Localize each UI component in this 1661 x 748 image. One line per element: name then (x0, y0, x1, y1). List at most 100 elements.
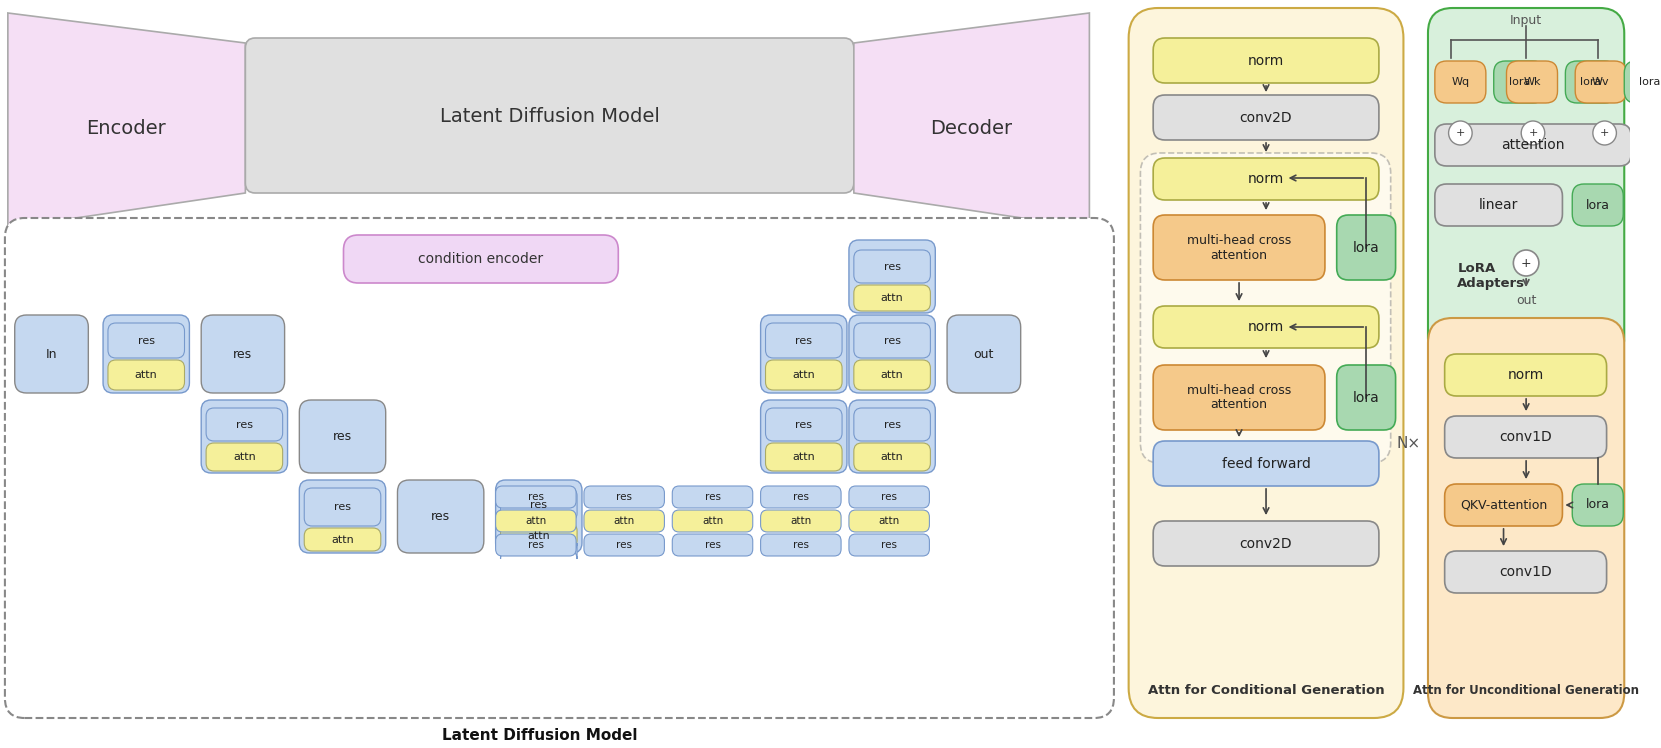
Polygon shape (854, 13, 1090, 228)
Text: out: out (1516, 293, 1536, 307)
Text: Attn for Unconditional Generation: Attn for Unconditional Generation (1414, 684, 1639, 696)
Text: norm: norm (1508, 368, 1543, 382)
Text: conv1D: conv1D (1500, 430, 1551, 444)
Text: res: res (616, 492, 633, 502)
Text: attn: attn (135, 370, 158, 380)
Text: res: res (528, 492, 543, 502)
FancyBboxPatch shape (849, 400, 935, 473)
FancyBboxPatch shape (1153, 521, 1379, 566)
Text: attn: attn (528, 531, 550, 541)
Text: out: out (973, 348, 993, 361)
Text: res: res (432, 510, 450, 523)
FancyBboxPatch shape (1573, 484, 1623, 526)
Text: res: res (233, 348, 252, 361)
FancyBboxPatch shape (1337, 215, 1395, 280)
FancyBboxPatch shape (854, 285, 930, 311)
Text: lora: lora (1639, 77, 1661, 87)
FancyBboxPatch shape (854, 408, 930, 441)
Text: attn: attn (880, 370, 904, 380)
FancyBboxPatch shape (201, 400, 287, 473)
FancyBboxPatch shape (854, 443, 930, 471)
Text: res: res (616, 540, 633, 550)
FancyBboxPatch shape (849, 486, 930, 508)
Text: norm: norm (1247, 172, 1284, 186)
FancyBboxPatch shape (1435, 184, 1563, 226)
FancyBboxPatch shape (854, 323, 930, 358)
FancyBboxPatch shape (108, 360, 184, 390)
FancyBboxPatch shape (304, 488, 380, 526)
FancyBboxPatch shape (1445, 354, 1606, 396)
FancyBboxPatch shape (1435, 61, 1487, 103)
Text: Attn for Conditional Generation: Attn for Conditional Generation (1148, 684, 1384, 696)
Text: linear: linear (1478, 198, 1518, 212)
Text: conv2D: conv2D (1239, 536, 1292, 551)
FancyBboxPatch shape (1337, 365, 1395, 430)
FancyBboxPatch shape (1575, 61, 1626, 103)
FancyBboxPatch shape (344, 235, 618, 283)
FancyBboxPatch shape (854, 250, 930, 283)
FancyBboxPatch shape (1153, 95, 1379, 140)
Text: attn: attn (233, 452, 256, 462)
Text: multi-head cross
attention: multi-head cross attention (1188, 233, 1291, 262)
Text: lora: lora (1352, 241, 1380, 254)
Text: norm: norm (1247, 320, 1284, 334)
Text: res: res (796, 420, 812, 430)
FancyBboxPatch shape (500, 523, 576, 548)
Text: res: res (704, 492, 721, 502)
FancyBboxPatch shape (103, 315, 189, 393)
Circle shape (1513, 250, 1538, 276)
Text: Encoder: Encoder (86, 118, 166, 138)
FancyBboxPatch shape (1153, 365, 1325, 430)
Text: res: res (884, 420, 900, 430)
Text: multi-head cross
attention: multi-head cross attention (1188, 384, 1291, 411)
Text: condition encoder: condition encoder (419, 252, 543, 266)
Text: conv2D: conv2D (1239, 111, 1292, 124)
Text: +: + (1528, 128, 1538, 138)
Text: +: + (1455, 128, 1465, 138)
FancyBboxPatch shape (766, 323, 842, 358)
Text: attn: attn (791, 516, 812, 526)
Text: +: + (1600, 128, 1610, 138)
FancyBboxPatch shape (206, 443, 282, 471)
Text: res: res (334, 502, 350, 512)
FancyBboxPatch shape (585, 534, 664, 556)
FancyBboxPatch shape (1573, 184, 1623, 226)
FancyBboxPatch shape (1428, 318, 1624, 718)
FancyBboxPatch shape (397, 480, 483, 553)
Text: res: res (882, 492, 897, 502)
FancyBboxPatch shape (108, 323, 184, 358)
FancyBboxPatch shape (495, 510, 576, 532)
FancyBboxPatch shape (761, 400, 847, 473)
Circle shape (1593, 121, 1616, 145)
Text: Wv: Wv (1591, 77, 1610, 87)
Text: res: res (530, 500, 548, 510)
FancyBboxPatch shape (673, 534, 752, 556)
Text: res: res (704, 540, 721, 550)
Text: Latent Diffusion Model: Latent Diffusion Model (442, 728, 638, 743)
Text: res: res (884, 336, 900, 346)
FancyBboxPatch shape (1624, 61, 1661, 103)
Text: res: res (236, 420, 252, 430)
FancyBboxPatch shape (5, 218, 1115, 718)
FancyBboxPatch shape (766, 360, 842, 390)
Text: Input: Input (1510, 13, 1541, 26)
FancyBboxPatch shape (1153, 441, 1379, 486)
FancyBboxPatch shape (1428, 8, 1624, 363)
Text: attn: attn (525, 516, 546, 526)
FancyBboxPatch shape (15, 315, 88, 393)
FancyBboxPatch shape (761, 486, 840, 508)
FancyBboxPatch shape (1507, 61, 1558, 103)
FancyBboxPatch shape (1435, 124, 1631, 166)
Text: attn: attn (703, 516, 723, 526)
Text: lora: lora (1508, 77, 1530, 87)
Text: Latent Diffusion Model: Latent Diffusion Model (440, 106, 659, 126)
FancyBboxPatch shape (1153, 215, 1325, 280)
FancyBboxPatch shape (854, 360, 930, 390)
Polygon shape (8, 13, 246, 228)
FancyBboxPatch shape (849, 534, 930, 556)
Text: Wk: Wk (1523, 77, 1541, 87)
Text: attn: attn (879, 516, 900, 526)
FancyBboxPatch shape (299, 480, 385, 553)
FancyBboxPatch shape (1153, 158, 1379, 200)
Text: Decoder: Decoder (930, 118, 1013, 138)
